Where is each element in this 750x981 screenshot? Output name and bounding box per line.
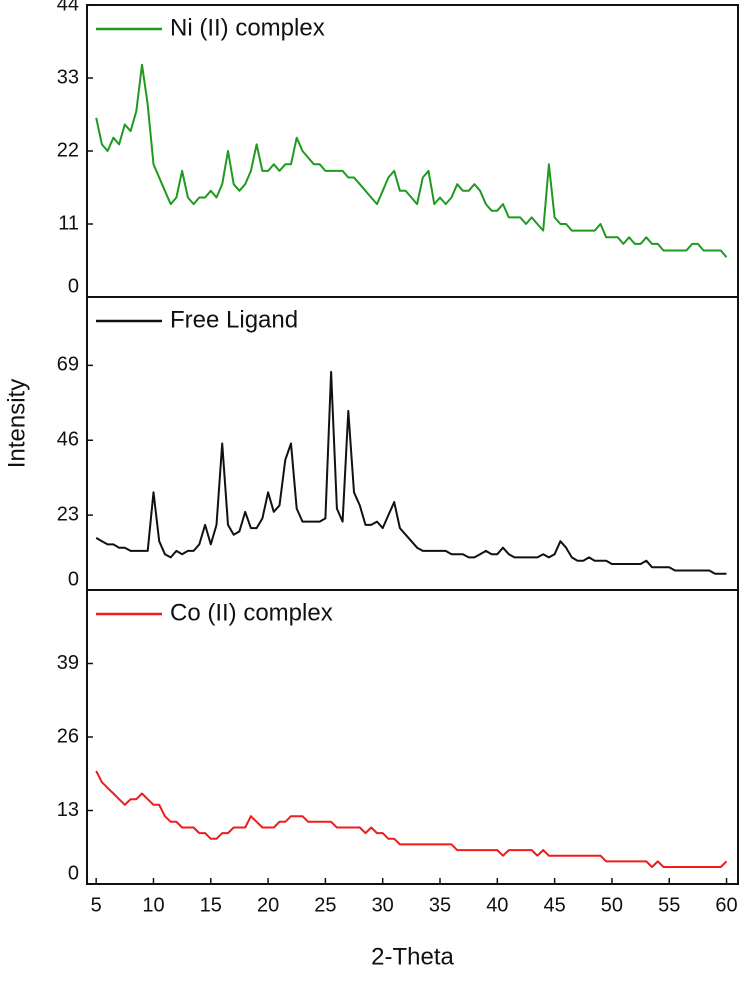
x-tick-label: 55 [658,894,680,916]
y-tick-label: 26 [57,725,79,747]
legend-label: Free Ligand [170,306,298,333]
y-axis-label: Intensity [3,379,30,468]
x-tick-label: 10 [142,894,164,916]
y-tick-label: 23 [57,503,79,525]
y-tick-label: 22 [57,139,79,161]
y-tick-label: 39 [57,652,79,674]
x-tick-label: 50 [601,894,623,916]
y-tick-label: 33 [57,66,79,88]
data-line [95,63,728,258]
x-tick-label: 20 [257,894,279,916]
data-line [95,770,728,868]
y-tick-label: 0 [68,862,79,884]
x-tick-label: 15 [200,894,222,916]
x-tick-label: 60 [715,894,737,916]
x-tick-label: 25 [314,894,336,916]
legend-label: Co (II) complex [170,599,333,626]
x-tick-label: 5 [91,894,102,916]
x-axis-label: 2-Theta [371,943,454,970]
plot-frame [86,4,739,298]
y-tick-label: 46 [57,429,79,451]
y-tick-label: 0 [68,568,79,590]
x-tick-label: 30 [372,894,394,916]
y-tick-label: 0 [68,275,79,297]
x-tick-label: 40 [486,894,508,916]
x-tick-label: 35 [429,894,451,916]
y-tick-label: 44 [57,0,79,15]
plot-frame [86,296,739,591]
plot-frame [86,589,739,885]
y-tick-label: 11 [58,212,79,234]
legend-label: Ni (II) complex [170,14,325,41]
y-tick-label: 69 [57,354,79,376]
y-tick-label: 13 [57,799,79,821]
x-tick-label: 45 [543,894,565,916]
data-line [95,370,727,575]
